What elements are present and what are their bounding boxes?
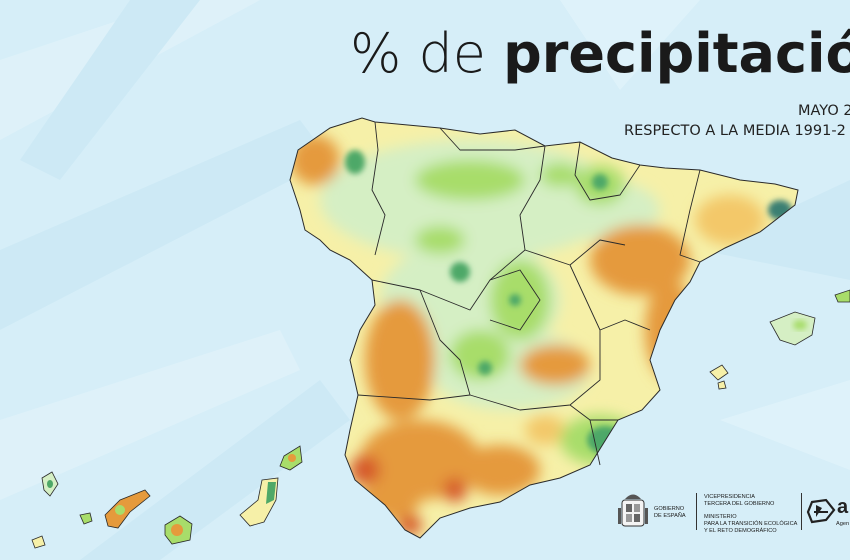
footer-divider [696,493,697,530]
gobierno-line: GOBIERNO [654,506,685,512]
agency-small-text: Agen [836,521,850,527]
vicepresidencia-label: VICEPRESIDENCIA TERCERA DEL GOBIERNO [704,494,774,508]
footer-logos [618,494,836,527]
vicepresidencia-line: TERCERA DEL GOBIERNO [704,501,775,507]
gobierno-line: DE ESPAÑA [654,513,686,519]
map-title: % de precipitació [350,14,850,94]
balearic-islands [709,289,850,390]
map-reference-period: RESPECTO A LA MEDIA 1991-2 [624,123,846,139]
ministerio-line: Y EL RETO DEMOGRÁFICO [704,528,777,534]
vicepresidencia-line: VICEPRESIDENCIA [704,494,755,500]
ministerio-line: PARA LA TRANSICIÓN ECOLÓGICA [704,521,798,527]
canary-islands [31,445,303,549]
peninsula-map [289,117,799,539]
ministerio-line: MINISTERIO [704,514,737,520]
agency-logo-text: a [837,496,849,518]
title-bold: precipitació [503,22,850,85]
map-period: MAYO 2 [798,103,850,119]
ministerio-label: MINISTERIO PARA LA TRANSICIÓN ECOLÓGICA … [704,514,797,535]
coat-of-arms-icon [618,494,648,527]
title-light: % de [350,22,504,85]
agency-logo-icon [806,498,836,524]
gobierno-label: GOBIERNO DE ESPAÑA [654,506,686,520]
footer-divider [801,493,802,530]
